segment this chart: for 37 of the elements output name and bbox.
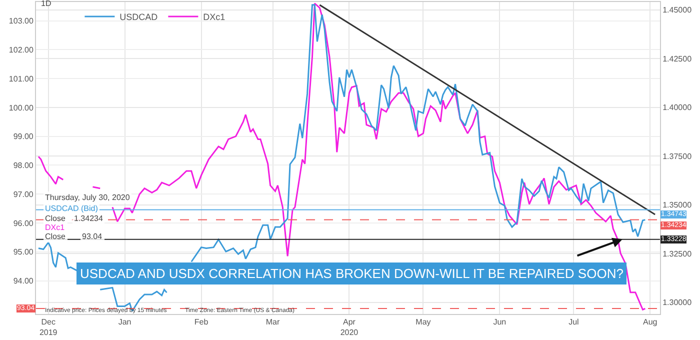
y-tick-label: 101.00	[8, 74, 34, 84]
annotation: 1.34234	[74, 214, 104, 223]
y-tick-label: 94.00	[13, 276, 34, 286]
y2-tick-label: 1.45000	[662, 6, 692, 15]
x-tick-label: Feb	[194, 318, 209, 327]
legend-label: DXc1	[203, 12, 226, 22]
y-tick-label: 102.00	[8, 45, 34, 54]
y2-tick-label: 1.30000	[662, 298, 692, 308]
y-tick-label: 95.00	[13, 248, 34, 257]
x-tick-label: Jun	[493, 318, 506, 327]
text: USDCAD AND USDX CORRELATION HAS BROKEN DOWN-WILL IT BE REPAIRED SOON?	[80, 266, 624, 281]
x-tick-label: Dec 2019	[39, 318, 58, 337]
x-tick-label: Apr 2020	[340, 318, 359, 337]
annotation: Close	[45, 232, 66, 241]
y-tick-label: 96.00	[13, 218, 34, 228]
y2-tick-label: 1.32500	[662, 249, 692, 258]
x-tick-label: Aug	[643, 318, 658, 327]
y2-tick-label: 1.42500	[662, 54, 692, 64]
y2-tick-label: 1.40000	[662, 103, 692, 112]
x-tick-label: May	[416, 318, 431, 327]
annotation: 1D	[41, 0, 52, 8]
y2-tick-label: 1.35000	[662, 200, 692, 210]
x-tick-label: Mar	[266, 318, 280, 327]
y-tick-label: 103.00	[8, 16, 34, 26]
annotation: Thursday, July 30, 2020	[45, 193, 130, 202]
y-tick-label: 99.00	[13, 132, 34, 142]
y-tick-label: 100.00	[8, 103, 34, 112]
y2-tick-label: 1.37500	[662, 152, 692, 161]
y-tick-label: 97.00	[13, 190, 34, 199]
annotation: DXc1	[45, 223, 66, 232]
legend-label: USDCAD	[120, 12, 158, 22]
annotation: Close	[45, 214, 66, 223]
x-tick-label: Jan	[118, 318, 132, 327]
x-tick-label: Jul	[568, 318, 580, 327]
y-tick-label: 98.00	[13, 161, 34, 170]
annotation: 93.04	[82, 232, 103, 241]
annotation: USDCAD (Bid)	[45, 204, 98, 213]
